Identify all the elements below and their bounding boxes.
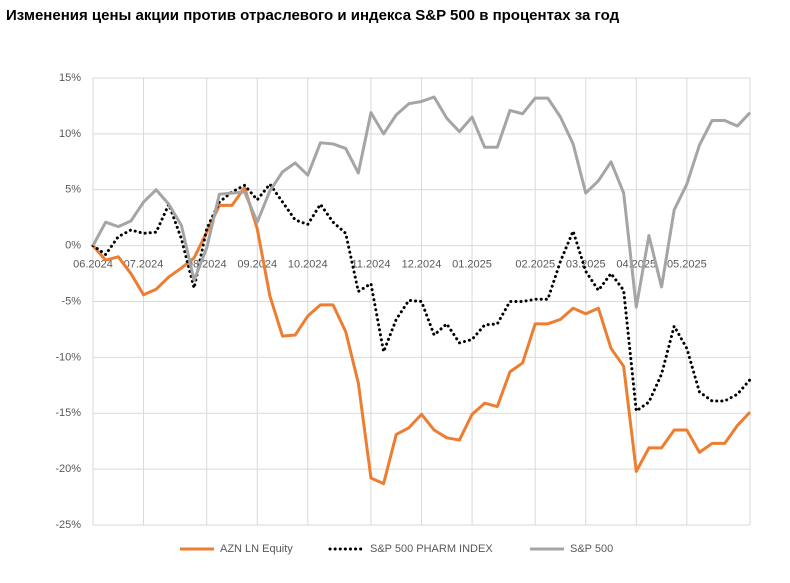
x-tick-label: 01.2025 <box>452 259 492 271</box>
x-tick-label: 07.2024 <box>124 259 164 271</box>
chart-title: Изменения цены акции против отраслевого … <box>6 7 620 24</box>
x-tick-label: 10.2024 <box>288 259 328 271</box>
series-line <box>91 186 752 486</box>
x-tick-label: 03.2025 <box>566 259 606 271</box>
series-line <box>91 95 752 309</box>
x-tick-label: 05.2025 <box>667 259 707 271</box>
legend-label: S&P 500 PHARM INDEX <box>370 543 493 555</box>
y-tick-label: -25% <box>55 519 81 531</box>
y-tick-label: -15% <box>55 407 81 419</box>
x-tick-label: 04.2025 <box>616 259 656 271</box>
y-tick-label: -10% <box>55 351 81 363</box>
y-tick-label: 0% <box>65 240 81 252</box>
x-tick-label: 12.2024 <box>402 259 442 271</box>
series-line <box>91 181 752 414</box>
legend-label: AZN LN Equity <box>220 543 293 555</box>
x-tick-label: 02.2025 <box>515 259 555 271</box>
x-tick-label: 08.2024 <box>187 259 227 271</box>
y-tick-label: 5% <box>65 184 81 196</box>
y-tick-label: -20% <box>55 463 81 475</box>
x-tick-label: 09.2024 <box>237 259 277 271</box>
x-tick-label: 11.2024 <box>351 259 390 271</box>
y-tick-label: 10% <box>59 128 81 140</box>
legend-label: S&P 500 <box>570 543 613 555</box>
x-tick-label: 06.2024 <box>73 259 113 271</box>
y-tick-label: -5% <box>61 295 81 307</box>
y-tick-label: 15% <box>59 72 81 84</box>
